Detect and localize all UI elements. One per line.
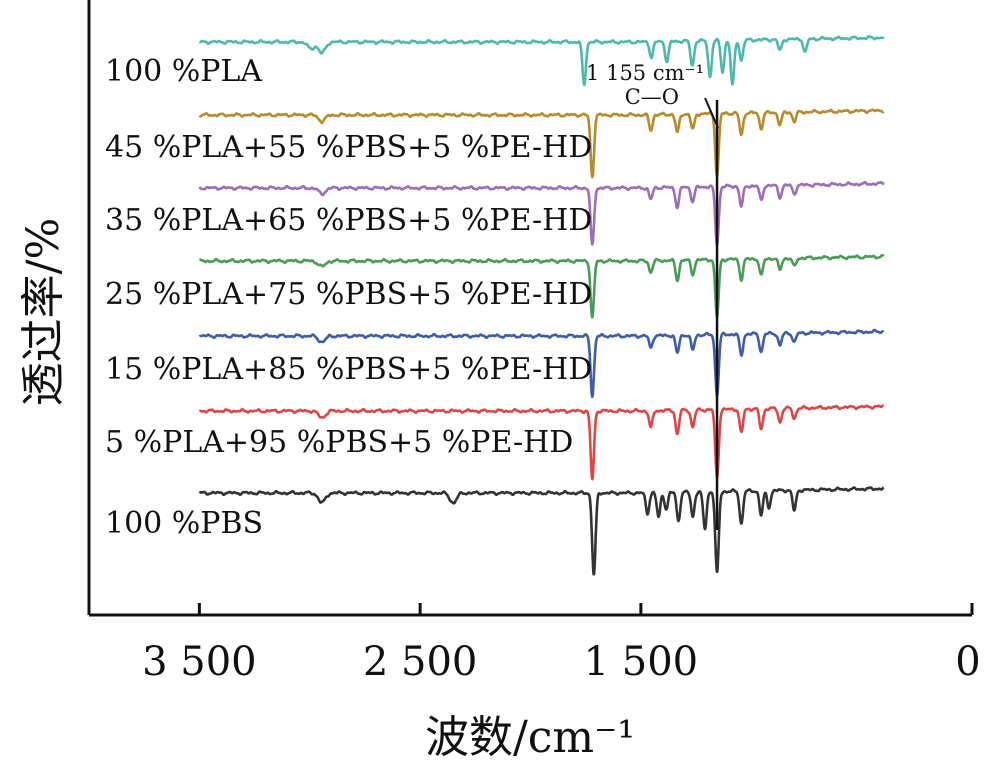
x-tick-label: 3 500 xyxy=(142,639,257,685)
peak-annotation: 1 155 cm⁻¹C—O xyxy=(586,61,719,530)
series-line xyxy=(198,108,885,179)
series-group: 100 %PLA 45 %PLA+55 %PBS+5 %PE-HD 35 %PLA+… xyxy=(105,35,885,576)
x-ticks: 3 500 2 500 1 500 0 xyxy=(142,603,981,685)
series-line xyxy=(198,486,885,576)
series-label: 45 %PLA+55 %PBS+5 %PE-HD xyxy=(105,130,592,165)
x-tick-label: 2 500 xyxy=(363,639,478,685)
annotation-leader xyxy=(704,97,719,129)
series-label: 35 %PLA+65 %PBS+5 %PE-HD xyxy=(105,203,592,238)
x-tick-label: 1 500 xyxy=(584,639,699,685)
series-label: 15 %PLA+85 %PBS+5 %PE-HD xyxy=(105,352,592,387)
series-line xyxy=(198,35,885,87)
y-axis-title: 透过率/% xyxy=(18,218,69,407)
series-line xyxy=(198,404,885,481)
series-label: 25 %PLA+75 %PBS+5 %PE-HD xyxy=(105,277,592,312)
series-line xyxy=(198,180,885,247)
x-tick-label: 0 xyxy=(955,639,980,685)
annotation-label: 1 155 cm⁻¹ xyxy=(586,61,704,85)
series-line xyxy=(198,254,885,319)
series-line xyxy=(198,328,885,399)
series-label: 5 %PLA+95 %PBS+5 %PE-HD xyxy=(105,425,573,460)
series-label: 100 %PLA xyxy=(105,54,262,89)
x-axis-title: 波数/cm⁻¹ xyxy=(425,712,635,763)
annotation-sublabel: C—O xyxy=(625,85,679,109)
series-label: 100 %PBS xyxy=(105,506,263,541)
